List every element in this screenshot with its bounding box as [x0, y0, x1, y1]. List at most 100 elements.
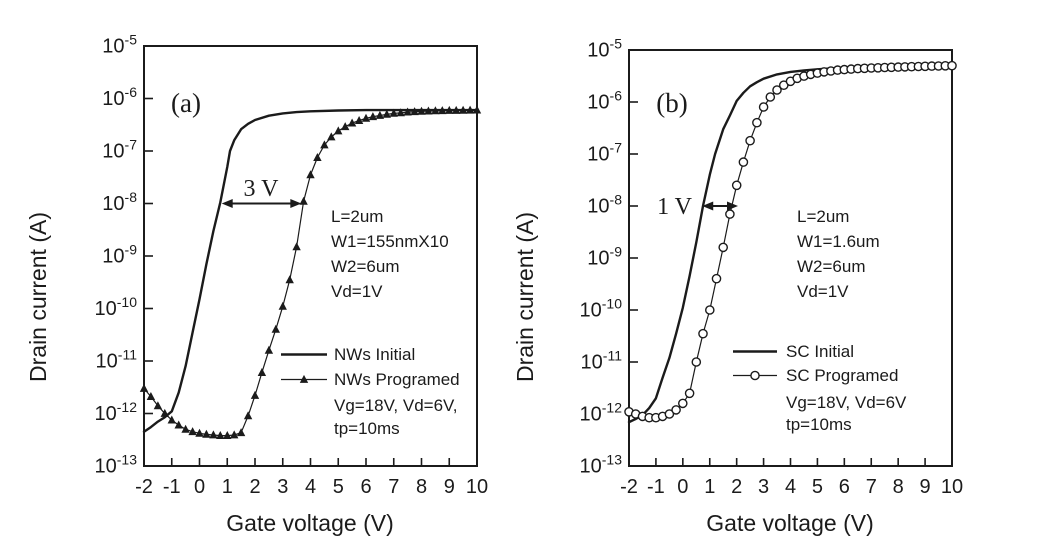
series-marker-circle [750, 370, 760, 381]
y-tick-label: 10-9 [587, 244, 622, 270]
y-tick-label: 10-10 [580, 296, 623, 322]
chart-panel: -2 -1 0 1 2 3 4 5 6 7 8 9 10 10-5 10-6 10-7 10-8 10-9 10-1… [25, 32, 488, 537]
device-annotation-line: Vd=1V [331, 282, 383, 301]
series-marker-circle [725, 209, 735, 219]
x-axis-title: Gate voltage (V) [226, 510, 393, 536]
series-marker-triangle [250, 390, 260, 399]
legend-entry-label: SC Initial [786, 342, 854, 361]
x-tick-label: -1 [647, 476, 665, 498]
series-marker-triangle [257, 368, 267, 376]
series-marker-circle [664, 409, 675, 419]
series-marker-triangle [403, 107, 412, 116]
x-tick-label: 0 [677, 476, 688, 498]
x-tick-label: 10 [941, 476, 963, 498]
series-marker-circle [711, 273, 722, 284]
x-tick-label: 1 [222, 476, 233, 498]
series-marker-triangle [368, 112, 378, 121]
series-marker-triangle [271, 324, 280, 333]
series-marker-triangle [341, 122, 350, 131]
x-tick-label: 10 [466, 476, 488, 498]
series-marker-triangle [146, 392, 156, 400]
series-marker-triangle [216, 431, 225, 439]
series-marker-triangle [472, 105, 482, 114]
series-marker-triangle [167, 415, 176, 424]
x-tick-label: 5 [333, 476, 344, 498]
y-tick-label: 10-13 [95, 452, 138, 478]
series-marker-triangle [313, 153, 322, 161]
series-marker-triangle [174, 420, 183, 429]
series-marker-triangle [264, 345, 274, 354]
panel-label: (a) [171, 88, 201, 118]
series-marker-circle [772, 85, 782, 95]
series-marker-triangle [452, 105, 461, 114]
series-markers [624, 60, 957, 423]
series-marker-triangle [195, 428, 204, 437]
series-marker-circle [684, 388, 695, 399]
series-marker-circle [947, 60, 957, 71]
y-tick-label: 10-9 [102, 242, 137, 268]
legend-entry-label: NWs Initial [334, 345, 415, 364]
plot-area [143, 45, 478, 467]
series-marker-circle [671, 405, 681, 415]
shift-arrow [702, 201, 739, 211]
legend-extra-line: Vg=18V, Vd=6V [786, 393, 907, 412]
series-marker-triangle [292, 242, 301, 251]
series-marker-triangle [327, 132, 336, 141]
y-tick-label: 10-12 [580, 400, 623, 426]
y-tick-label: 10-11 [96, 347, 138, 373]
legend: SC Initial SC Programed Vg=18V, Vd=6V tp=10… [733, 342, 907, 434]
series-marker-triangle [417, 106, 426, 115]
shift-arrowhead-left-icon [221, 199, 233, 208]
series-marker-triangle [299, 196, 308, 205]
series-marker-triangle [285, 275, 294, 284]
y-tick-label: 10-7 [587, 140, 622, 166]
x-tick-label: 8 [416, 476, 427, 498]
x-tick-label: 5 [812, 476, 823, 498]
device-annotation-line: L=2um [797, 207, 849, 226]
device-annotation-line: W1=155nmX10 [331, 232, 449, 251]
series-marker-triangle [465, 105, 475, 114]
series-marker-triangle [458, 105, 468, 114]
series-marker-triangle [410, 107, 419, 116]
x-tick-label: -1 [163, 476, 181, 498]
x-tick-label: 9 [920, 476, 931, 498]
y-tick-label: 10-7 [102, 137, 137, 163]
series-marker-circle [678, 398, 688, 409]
shift-label: 3 V [244, 176, 280, 202]
legend-entry-label: NWs Programed [334, 370, 460, 389]
x-tick-label: 7 [388, 476, 399, 498]
x-tick-label: 6 [839, 476, 850, 498]
legend-extra-line: tp=10ms [786, 415, 852, 434]
x-tick-label: 2 [249, 476, 260, 498]
series-marker-triangle [445, 105, 454, 114]
series-marker-triangle [299, 374, 309, 383]
chart-panel: -2 -1 0 1 2 3 4 5 6 7 8 9 10 10-5 10-6 10-7 10-8 10-9 10-1… [512, 36, 963, 537]
series-marker-triangle [230, 430, 239, 439]
series-marker-triangle [361, 113, 371, 122]
series-marker-triangle [431, 106, 440, 115]
device-annotation-line: L=2um [331, 207, 383, 226]
legend-entry-label: SC Programed [786, 366, 898, 385]
x-tick-label: 0 [194, 476, 205, 498]
series-marker-circle [758, 102, 769, 112]
series-marker-triangle [306, 170, 315, 179]
series-marker-circle [691, 357, 702, 367]
series-marker-circle [705, 305, 715, 315]
x-tick-label: 9 [444, 476, 455, 498]
shift-arrowhead-left-icon [702, 201, 714, 211]
series-marker-triangle [320, 140, 329, 149]
series-marker-triangle [424, 106, 433, 115]
series-line [628, 65, 953, 419]
series-marker-triangle [236, 428, 246, 437]
series-marker-triangle [188, 427, 197, 436]
y-tick-label: 10-8 [102, 189, 137, 215]
y-tick-label: 10-10 [95, 294, 138, 320]
series-marker-circle [745, 135, 755, 146]
y-tick-label: 10-5 [102, 32, 137, 58]
series-marker-triangle [389, 108, 398, 117]
series-markers [139, 105, 482, 439]
series-marker-triangle [223, 431, 232, 439]
device-annotation-line: W2=6um [331, 257, 400, 276]
